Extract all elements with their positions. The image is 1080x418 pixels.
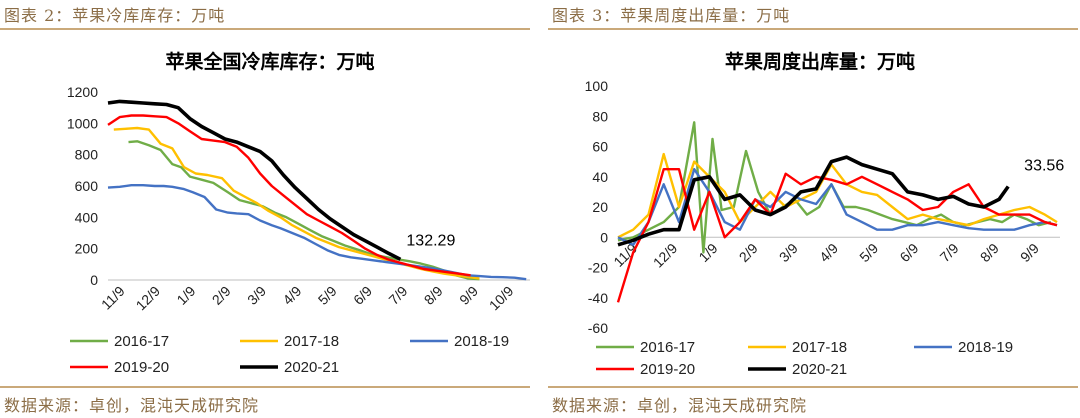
x-tick-label: 9/9 xyxy=(456,283,481,308)
series-line-2017-18 xyxy=(617,152,1058,239)
y-tick-label: -20 xyxy=(588,260,608,276)
legend-label: 2017-18 xyxy=(284,333,339,350)
legend-label: 2016-17 xyxy=(114,333,169,350)
x-tick-label: 7/9 xyxy=(937,240,962,265)
x-tick-label: 2/9 xyxy=(209,283,234,308)
x-tick-label: 5/9 xyxy=(315,283,340,308)
y-tick-label: 60 xyxy=(592,139,608,155)
y-tick-label: -60 xyxy=(588,320,608,336)
y-tick-label: 1200 xyxy=(67,84,98,100)
x-tick-label: 8/9 xyxy=(421,283,446,308)
x-tick-label: 4/9 xyxy=(279,283,304,308)
x-tick-label: 5/9 xyxy=(856,240,881,265)
y-tick-label: 1000 xyxy=(67,115,98,131)
x-tick-label: 12/9 xyxy=(133,283,164,314)
x-tick-label: 2/9 xyxy=(736,240,761,265)
inventory-chart: 苹果全国冷库库存：万吨 0 200 400 600 800 1000 1200 11/9 12/9… xyxy=(67,50,530,376)
y-tick-label: -40 xyxy=(588,290,608,306)
x-tick-label: 3/9 xyxy=(776,240,801,265)
x-tick-label: 10/9 xyxy=(486,283,517,314)
x-tick-label: 7/9 xyxy=(385,283,410,308)
legend-label: 2018-19 xyxy=(454,333,509,350)
legend-label: 2016-17 xyxy=(640,339,695,356)
figure-caption: 图表 3：苹果周度出库量：万吨 xyxy=(552,6,791,25)
x-tick-label: 9/9 xyxy=(1017,240,1042,265)
legend-label: 2017-18 xyxy=(792,339,847,356)
y-tick-label: 100 xyxy=(585,78,609,94)
y-tick-label: 600 xyxy=(75,178,99,194)
x-tick-label: 3/9 xyxy=(244,283,269,308)
y-tick-label: 400 xyxy=(75,209,99,225)
series-line-2016-17 xyxy=(128,140,480,281)
x-tick-label: 1/9 xyxy=(173,283,198,308)
source-rule xyxy=(548,386,1078,388)
source-note: 数据来源：卓创，混沌天成研究院 xyxy=(552,396,808,415)
x-tick-label: 8/9 xyxy=(977,240,1002,265)
series-line-2018-19 xyxy=(107,183,527,281)
y-tick-label: 0 xyxy=(600,229,608,245)
caption-rule xyxy=(0,28,530,30)
x-tick-label: 1/9 xyxy=(695,240,720,265)
x-tick-label: 6/9 xyxy=(896,240,921,265)
y-tick-label: 40 xyxy=(592,169,608,185)
y-tick-label: 20 xyxy=(592,199,608,215)
series-line-2018-19 xyxy=(617,167,1058,247)
x-tick-label: 6/9 xyxy=(350,283,375,308)
series-line-2019-20 xyxy=(616,167,1058,303)
chart-title: 苹果全国冷库库存：万吨 xyxy=(165,50,374,73)
source-note: 数据来源：卓创，混沌天成研究院 xyxy=(4,396,260,415)
chart-title: 苹果周度出库量：万吨 xyxy=(725,50,915,73)
y-tick-label: 0 xyxy=(90,272,98,288)
series-line-2020-21 xyxy=(107,99,402,261)
legend-label: 2019-20 xyxy=(640,361,695,378)
figure-left: 图表 2：苹果冷库库存：万吨 苹果全国冷库库存：万吨 0 200 400 600 800 1… xyxy=(0,0,530,418)
source-rule xyxy=(0,386,530,388)
figure-right: 图表 3：苹果周度出库量：万吨 苹果周度出库量：万吨 -60 -40 -20 0 20 40… xyxy=(548,0,1078,418)
legend-label: 2020-21 xyxy=(284,359,339,376)
series-line-2019-20 xyxy=(107,114,471,277)
y-tick-label: 800 xyxy=(75,147,99,163)
x-tick-label: 4/9 xyxy=(816,240,841,265)
legend-label: 2018-19 xyxy=(958,339,1013,356)
data-label: 132.29 xyxy=(406,232,455,249)
x-tick-label: 11/9 xyxy=(98,283,128,313)
y-tick-label: 80 xyxy=(592,108,608,124)
caption-rule xyxy=(548,28,1078,30)
figure-caption: 图表 2：苹果冷库库存：万吨 xyxy=(4,6,226,25)
data-label: 33.56 xyxy=(1024,157,1064,174)
series-line-2017-18 xyxy=(113,126,480,280)
y-tick-label: 200 xyxy=(75,241,99,257)
series-line-2020-21 xyxy=(617,155,1010,247)
legend-label: 2019-20 xyxy=(114,359,169,376)
legend-label: 2020-21 xyxy=(792,361,847,378)
x-tick-label: 12/9 xyxy=(650,240,681,271)
